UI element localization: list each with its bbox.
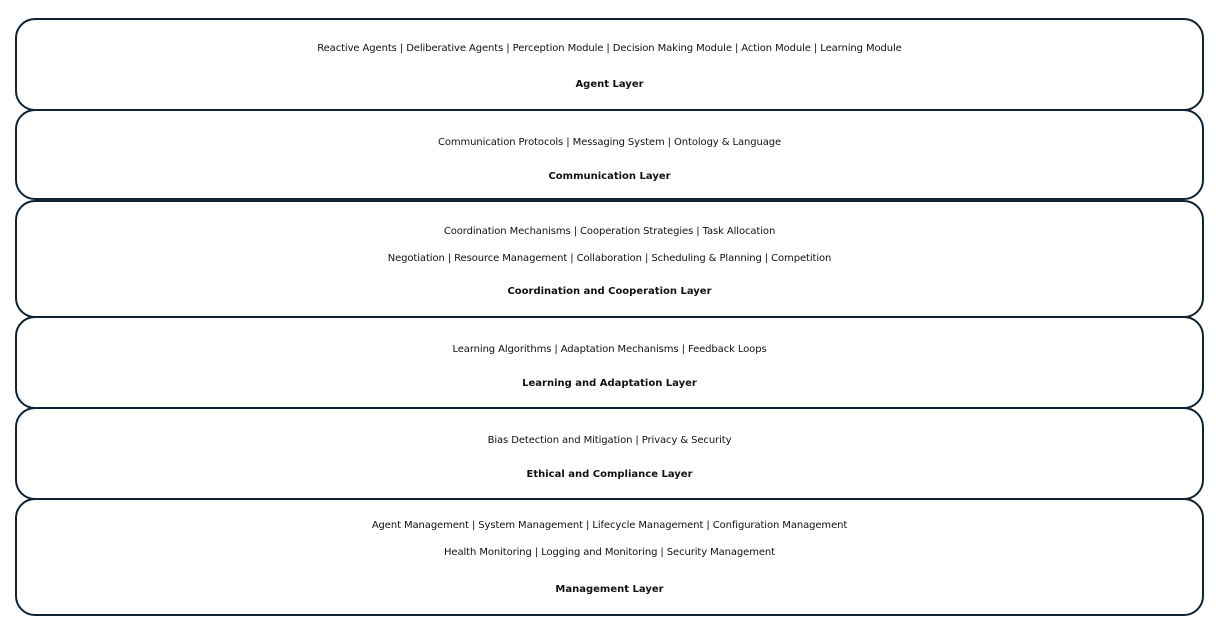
management-layer-box: Agent Management | System Management | L… bbox=[15, 498, 1204, 616]
ethical-layer-box: Bias Detection and Mitigation | Privacy … bbox=[15, 407, 1204, 500]
learning-layer-title: Learning and Adaptation Layer bbox=[522, 378, 697, 389]
coordination-layer-components-line-1: Coordination Mechanisms | Cooperation St… bbox=[443, 226, 776, 237]
ethical-layer-title: Ethical and Compliance Layer bbox=[526, 469, 693, 480]
management-layer-title: Management Layer bbox=[555, 584, 664, 595]
communication-layer-box: Communication Protocols | Messaging Syst… bbox=[15, 109, 1204, 200]
communication-layer-title: Communication Layer bbox=[548, 171, 671, 182]
management-layer-components-line-2: Health Monitoring | Logging and Monitori… bbox=[444, 547, 775, 558]
agent-layer-box: Reactive Agents | Deliberative Agents | … bbox=[15, 18, 1204, 111]
agent-layer-components: Reactive Agents | Deliberative Agents | … bbox=[317, 43, 902, 54]
management-layer-components-line-1: Agent Management | System Management | L… bbox=[371, 520, 848, 531]
learning-layer-box: Learning Algorithms | Adaptation Mechani… bbox=[15, 316, 1204, 409]
agent-layer-title: Agent Layer bbox=[575, 79, 644, 90]
coordination-layer-components-line-2: Negotiation | Resource Management | Coll… bbox=[387, 253, 832, 264]
communication-layer-components: Communication Protocols | Messaging Syst… bbox=[437, 137, 782, 148]
coordination-layer-title: Coordination and Cooperation Layer bbox=[507, 286, 712, 297]
ethical-layer-components: Bias Detection and Mitigation | Privacy … bbox=[487, 435, 732, 446]
coordination-layer-box: Coordination Mechanisms | Cooperation St… bbox=[15, 200, 1204, 318]
learning-layer-components: Learning Algorithms | Adaptation Mechani… bbox=[452, 344, 767, 355]
